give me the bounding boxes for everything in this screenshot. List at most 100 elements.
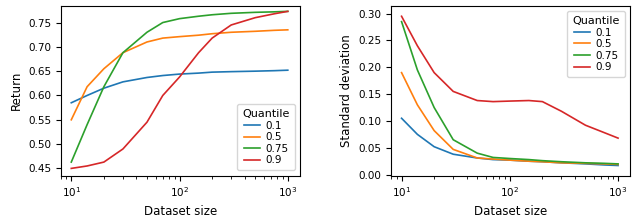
0.75	[271, 11, 278, 13]
0.5	[119, 51, 127, 54]
0.5	[506, 159, 514, 162]
0.75	[252, 11, 259, 14]
0.9	[100, 161, 108, 163]
0.1	[474, 157, 481, 159]
0.1	[539, 160, 547, 163]
Y-axis label: Return: Return	[10, 71, 22, 110]
0.5	[413, 103, 421, 106]
0.5	[159, 37, 166, 39]
Y-axis label: Standard deviation: Standard deviation	[340, 34, 353, 147]
0.9	[525, 99, 532, 102]
0.75	[284, 10, 292, 13]
0.9	[143, 121, 151, 124]
0.9	[601, 131, 609, 134]
0.75	[176, 17, 184, 20]
Line: 0.1: 0.1	[401, 118, 618, 166]
X-axis label: Dataset size: Dataset size	[474, 205, 547, 218]
0.9	[208, 37, 216, 39]
Line: 0.9: 0.9	[401, 16, 618, 138]
0.75	[525, 158, 532, 161]
0.75	[582, 162, 589, 164]
0.75	[83, 123, 91, 126]
0.5	[601, 163, 609, 165]
0.1	[525, 160, 532, 162]
0.1	[430, 145, 438, 148]
0.1	[227, 70, 235, 73]
0.75	[119, 51, 127, 54]
0.1	[489, 158, 497, 161]
Line: 0.5: 0.5	[401, 73, 618, 164]
0.75	[397, 20, 405, 23]
0.75	[143, 31, 151, 34]
0.5	[449, 148, 457, 151]
0.9	[430, 71, 438, 74]
0.75	[195, 15, 202, 17]
0.5	[614, 163, 622, 166]
0.9	[449, 90, 457, 93]
0.5	[525, 160, 532, 162]
0.5	[195, 34, 202, 36]
0.9	[474, 99, 481, 102]
Line: 0.75: 0.75	[401, 22, 618, 164]
0.5	[271, 29, 278, 32]
0.5	[557, 162, 565, 164]
0.1	[271, 69, 278, 72]
0.75	[601, 162, 609, 165]
Line: 0.5: 0.5	[71, 30, 288, 120]
0.9	[159, 94, 166, 97]
Line: 0.1: 0.1	[71, 70, 288, 103]
0.9	[271, 12, 278, 15]
0.1	[143, 76, 151, 79]
0.5	[284, 29, 292, 31]
0.75	[208, 13, 216, 16]
0.1	[252, 70, 259, 72]
Legend: 0.1, 0.5, 0.75, 0.9: 0.1, 0.5, 0.75, 0.9	[568, 11, 625, 77]
0.1	[449, 153, 457, 156]
0.5	[100, 67, 108, 70]
0.1	[614, 164, 622, 167]
0.9	[119, 148, 127, 150]
0.75	[474, 152, 481, 154]
0.9	[397, 15, 405, 18]
0.5	[67, 118, 75, 121]
0.5	[474, 157, 481, 159]
0.1	[83, 94, 91, 97]
0.75	[539, 159, 547, 162]
Line: 0.9: 0.9	[71, 11, 288, 168]
0.5	[489, 158, 497, 160]
0.1	[582, 163, 589, 165]
0.1	[67, 101, 75, 104]
0.75	[557, 160, 565, 163]
0.9	[539, 100, 547, 103]
0.75	[227, 12, 235, 15]
0.5	[227, 31, 235, 34]
0.5	[83, 85, 91, 88]
0.9	[176, 76, 184, 78]
0.75	[413, 69, 421, 71]
0.5	[143, 41, 151, 43]
0.5	[582, 162, 589, 165]
0.9	[83, 165, 91, 167]
0.75	[506, 157, 514, 160]
0.9	[506, 100, 514, 102]
0.1	[159, 74, 166, 77]
0.1	[557, 162, 565, 164]
0.1	[119, 80, 127, 83]
0.9	[557, 110, 565, 113]
0.1	[100, 87, 108, 90]
X-axis label: Dataset size: Dataset size	[144, 205, 217, 218]
0.5	[539, 160, 547, 163]
0.9	[284, 10, 292, 13]
0.5	[430, 129, 438, 132]
0.5	[252, 30, 259, 33]
0.9	[227, 24, 235, 26]
0.5	[176, 35, 184, 38]
0.1	[176, 73, 184, 75]
0.1	[506, 159, 514, 162]
0.1	[397, 117, 405, 120]
0.75	[614, 163, 622, 165]
0.75	[449, 138, 457, 141]
0.5	[208, 32, 216, 35]
Line: 0.75: 0.75	[71, 11, 288, 162]
0.75	[159, 21, 166, 24]
